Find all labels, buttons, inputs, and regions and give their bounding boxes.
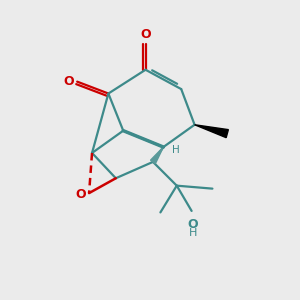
Polygon shape [195, 125, 228, 138]
Text: O: O [188, 218, 198, 231]
Text: O: O [75, 188, 86, 201]
Polygon shape [151, 147, 164, 164]
Text: O: O [140, 28, 151, 41]
Text: H: H [189, 228, 197, 238]
Text: O: O [63, 75, 74, 88]
Text: H: H [172, 145, 180, 155]
